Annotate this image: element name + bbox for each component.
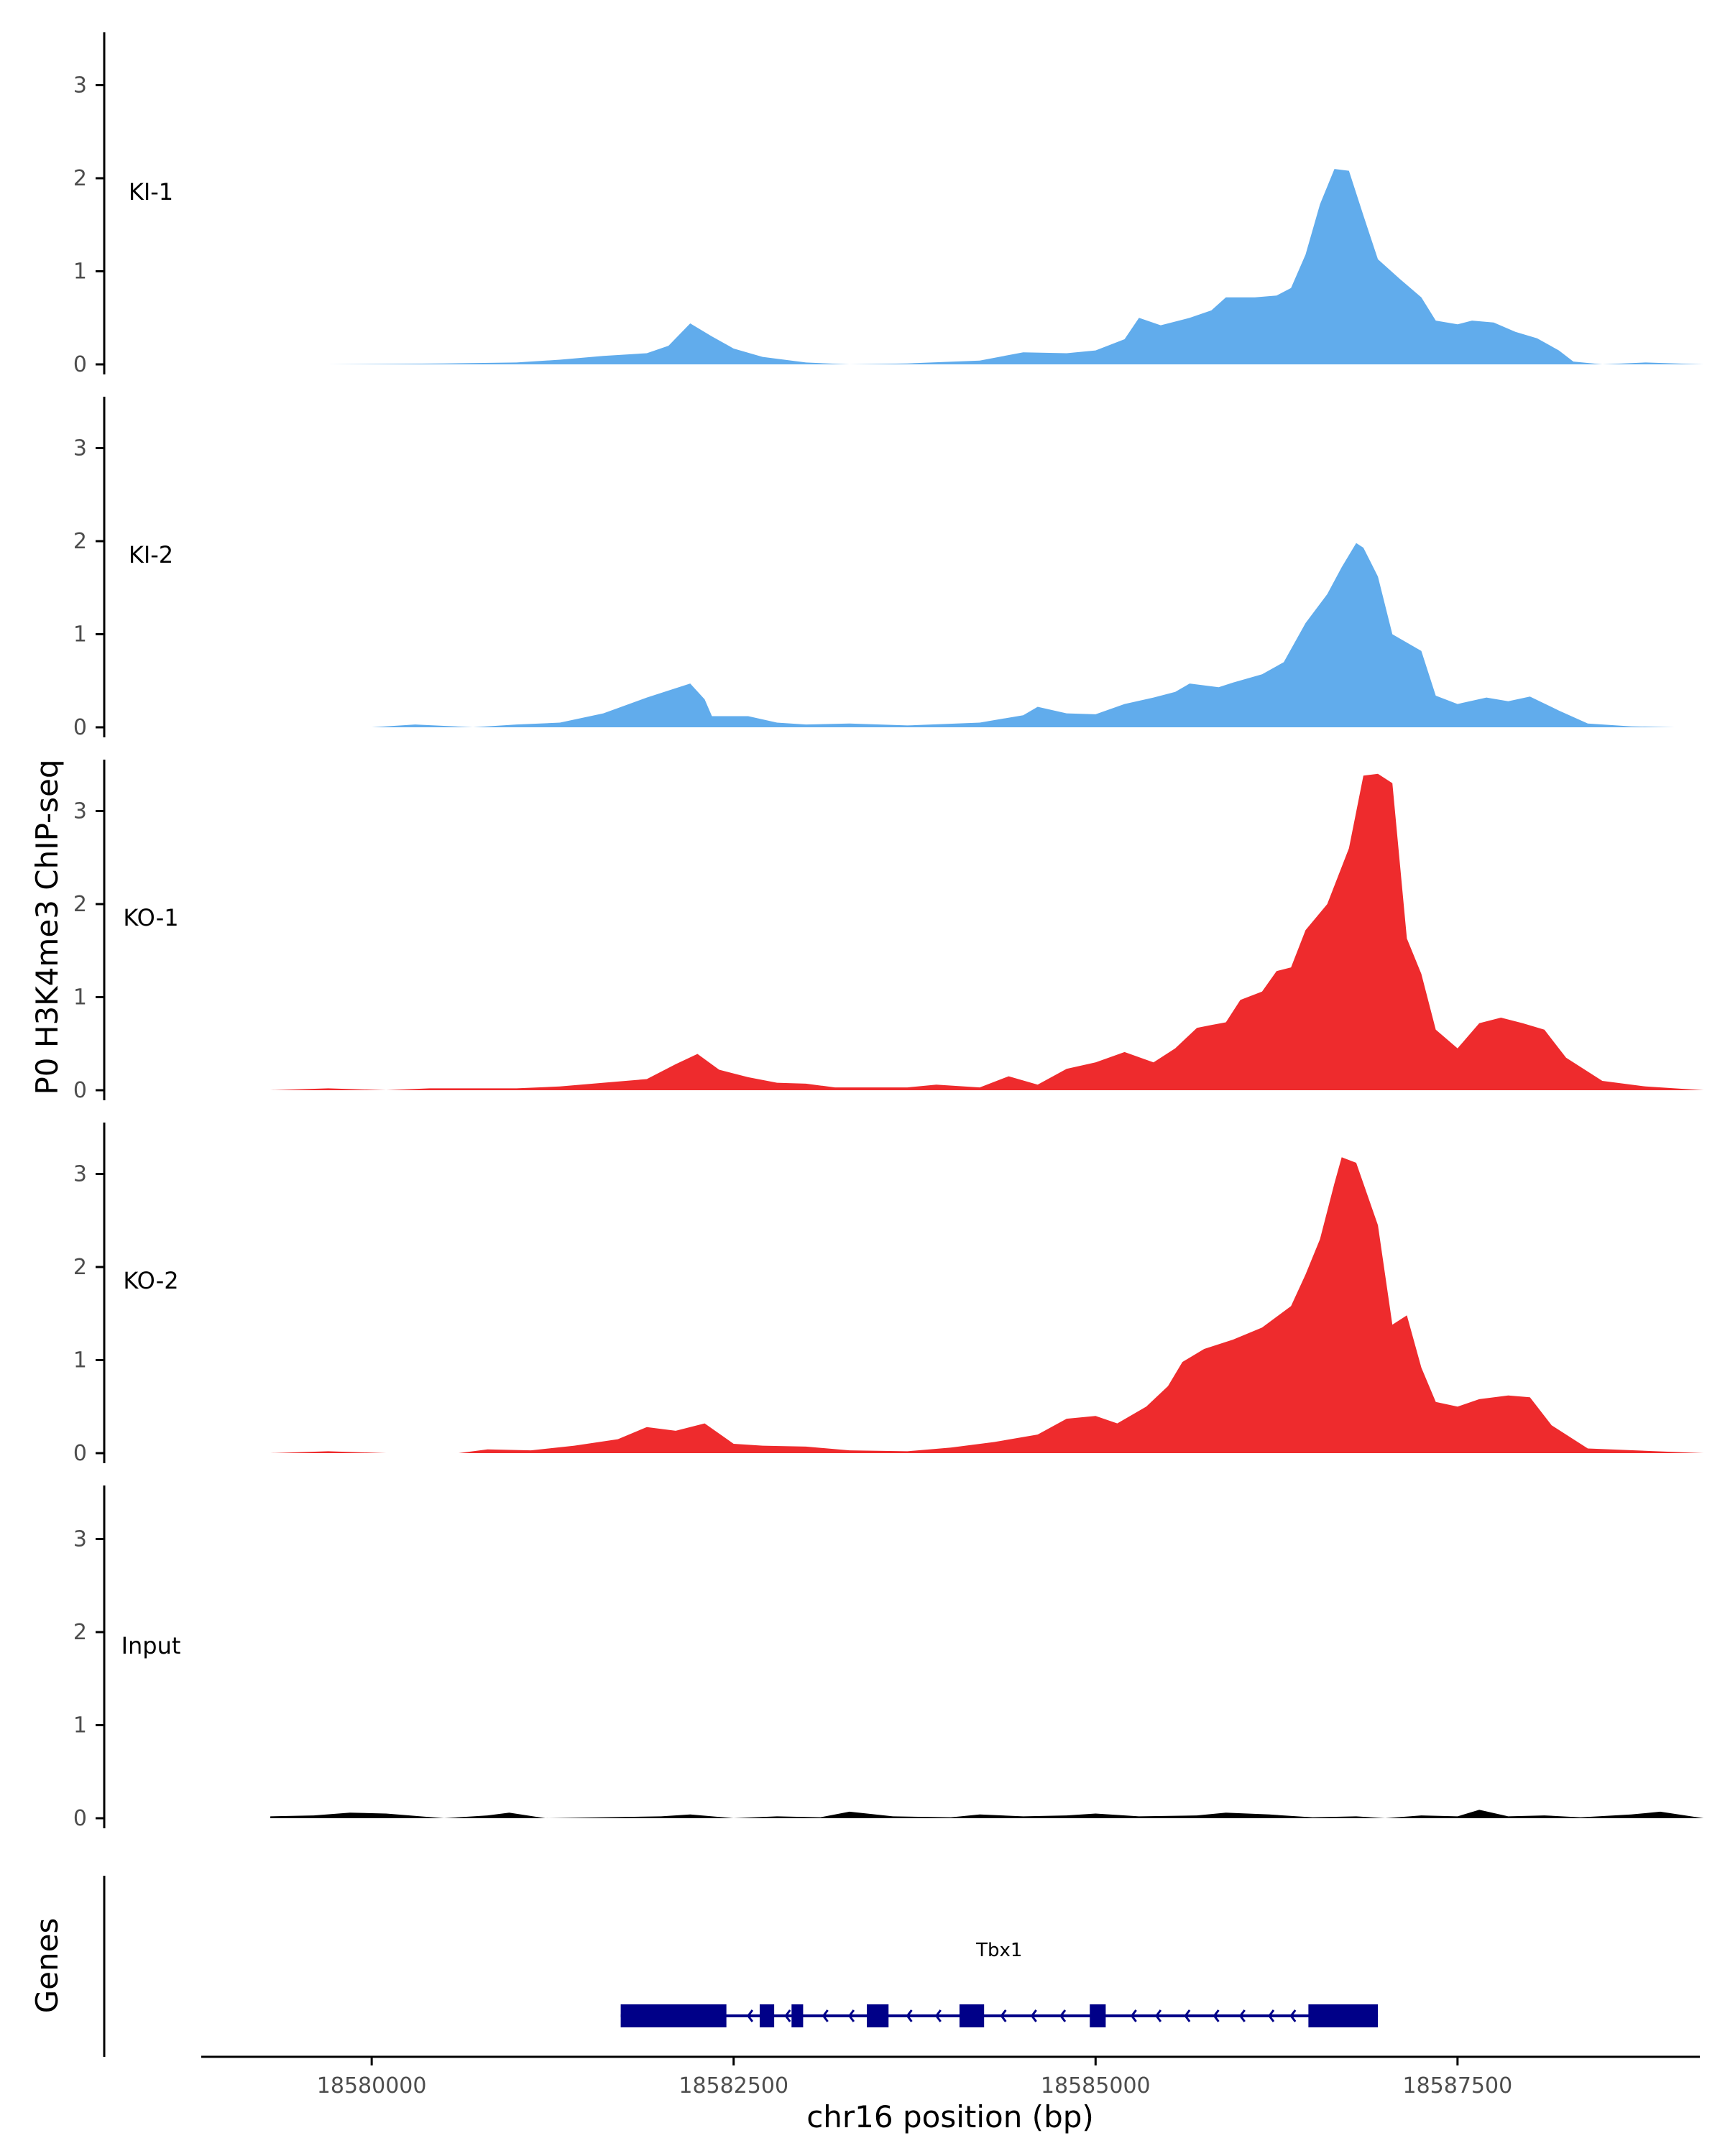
y-tick-label: 2: [73, 166, 87, 191]
y-tick-label: 2: [73, 1255, 87, 1280]
gene-panel: Tbx1: [103, 1876, 1379, 2057]
gene-strand-arrow: [1030, 2009, 1037, 2022]
gene-strand-arrow: [934, 2009, 942, 2022]
gene-strand-arrow: [822, 2009, 829, 2022]
track-label: KI-1: [129, 178, 173, 206]
gene-exon: [1308, 2004, 1379, 2027]
gene-strand-arrow: [1268, 2009, 1275, 2022]
gene-exon: [959, 2004, 985, 2027]
y-tick-label: 2: [73, 892, 87, 917]
x-axis-title: chr16 position (bp): [806, 2099, 1094, 2134]
y-tick-label: 0: [73, 352, 87, 377]
signal-area-ki-2: [270, 543, 1675, 727]
gene-strand-arrow: [746, 2009, 754, 2022]
gene-exon: [867, 2004, 889, 2027]
y-tick-label: 2: [73, 1620, 87, 1645]
gene-exon: [791, 2004, 804, 2027]
x-tick-label: 18587500: [1403, 2073, 1513, 2099]
y-tick-label: 1: [73, 985, 87, 1010]
track-label: KI-2: [129, 541, 173, 568]
x-tick-label: 18585000: [1041, 2073, 1151, 2099]
y-tick-label: 0: [73, 1078, 87, 1103]
gene-strand-arrow: [784, 2009, 791, 2022]
y-tick-label: 1: [73, 259, 87, 285]
gene-tbx1: Tbx1: [620, 1940, 1379, 2027]
track-ki-2: 0 1 2 3 KI-2: [73, 397, 1675, 740]
gene-strand-arrow: [1184, 2009, 1191, 2022]
y-tick-label: 0: [73, 1441, 87, 1466]
gene-strand-arrow: [1213, 2009, 1220, 2022]
gene-strand-arrow: [1130, 2009, 1137, 2022]
gene-strand-arrow: [847, 2009, 855, 2022]
track-label: KO-1: [123, 904, 178, 931]
signal-area-ko-2: [270, 1157, 1704, 1453]
y-tick-label: 3: [73, 436, 87, 461]
gene-strand-arrow: [1289, 2009, 1297, 2022]
signal-area-ko-1: [270, 773, 1704, 1090]
y-tick-label: 1: [73, 1713, 87, 1738]
gene-exon: [759, 2004, 775, 2027]
y-tick-label: 1: [73, 1348, 87, 1373]
signal-tracks: 0 1 2 3 KI-1 0 1 2 3 KI-2 0 1 2 3 KO-1 0 1 2 3 KO-2 0 1 2 3 Inpu…: [73, 32, 1704, 1831]
y-tick-label: 1: [73, 622, 87, 648]
gene-strand-arrow: [1000, 2009, 1007, 2022]
y-tick-label: 3: [73, 799, 87, 824]
gene-exon: [620, 2004, 727, 2027]
gene-strand-arrow: [1155, 2009, 1162, 2022]
track-input: 0 1 2 3 Input: [73, 1485, 1704, 1831]
x-tick-label: 18580000: [317, 2073, 427, 2099]
y-axis-title: P0 H3K4me3 ChIP-seq: [29, 759, 65, 1095]
gene-exon: [1090, 2004, 1106, 2027]
track-ki-1: 0 1 2 3 KI-1: [73, 32, 1704, 377]
signal-area-ki-1: [270, 169, 1704, 364]
track-ko-1: 0 1 2 3 KO-1: [73, 760, 1704, 1103]
y-tick-label: 0: [73, 1806, 87, 1831]
gene-strand-arrow: [906, 2009, 913, 2022]
signal-area-input: [270, 1810, 1704, 1818]
gene-strand-arrow: [1059, 2009, 1067, 2022]
y-tick-label: 3: [73, 1527, 87, 1552]
gene-strand-arrow: [1238, 2009, 1246, 2022]
gene-name-label: Tbx1: [975, 1940, 1022, 1961]
track-ko-2: 0 1 2 3 KO-2: [73, 1123, 1704, 1466]
track-label: KO-2: [123, 1267, 178, 1294]
y-tick-label: 3: [73, 73, 87, 98]
track-label: Input: [121, 1632, 181, 1659]
y-tick-label: 2: [73, 529, 87, 554]
x-tick-label: 18582500: [678, 2073, 788, 2099]
y-tick-label: 0: [73, 715, 87, 740]
x-axis: 18580000 18582500 18585000 18587500: [201, 2055, 1700, 2099]
y-tick-label: 3: [73, 1162, 87, 1187]
gene-panel-title: Genes: [29, 1918, 65, 2014]
